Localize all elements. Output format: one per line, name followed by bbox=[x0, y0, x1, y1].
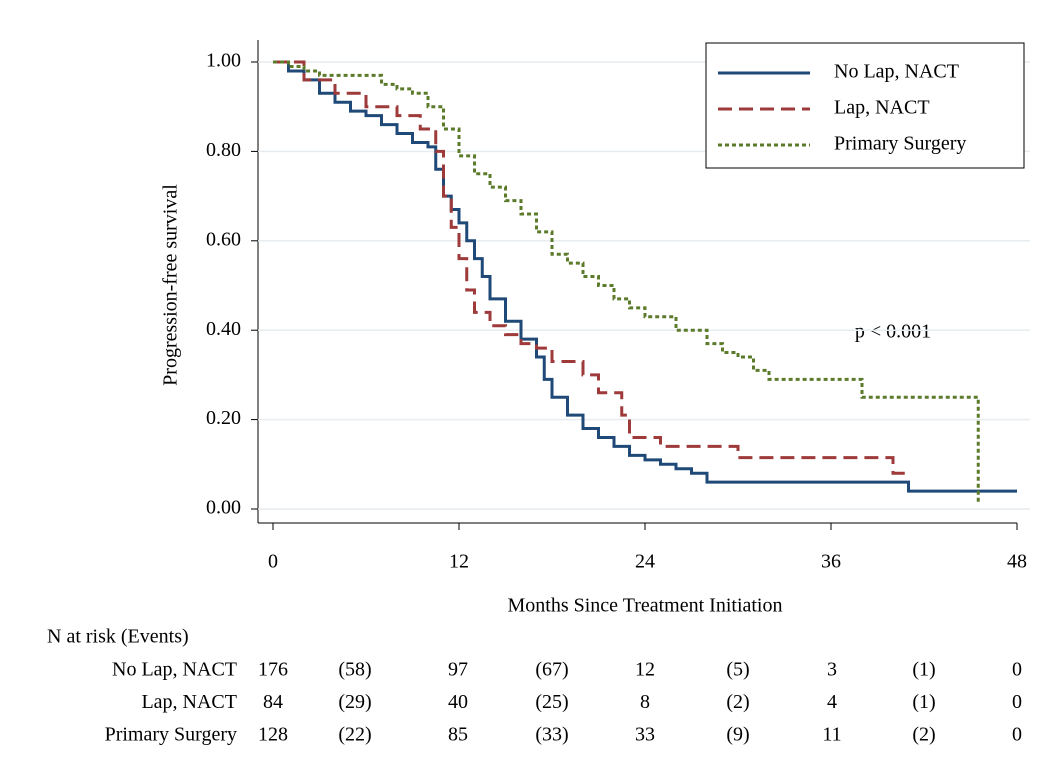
y-tick-label: 0.40 bbox=[206, 318, 241, 340]
risk-cell: 3 bbox=[827, 659, 837, 681]
risk-cell: (22) bbox=[338, 724, 371, 746]
risk-cell: (25) bbox=[535, 691, 568, 713]
y-tick-label: 0.80 bbox=[206, 139, 241, 161]
risk-cell: (33) bbox=[535, 724, 568, 746]
risk-cell: (58) bbox=[338, 659, 371, 681]
x-tick-label: 24 bbox=[635, 551, 655, 573]
risk-cell: (9) bbox=[726, 724, 749, 746]
x-tick-label: 36 bbox=[821, 551, 841, 573]
survival-curve bbox=[273, 60, 1017, 493]
risk-cell: (67) bbox=[535, 659, 568, 681]
y-axis-label: Progression-free survival bbox=[160, 184, 182, 386]
risk-cell: 0 bbox=[1012, 691, 1022, 713]
risk-row-label: No Lap, NACT bbox=[112, 659, 237, 681]
y-tick-label: 0.20 bbox=[206, 407, 241, 429]
risk-cell: 0 bbox=[1012, 659, 1022, 681]
y-tick-label: 0.00 bbox=[206, 497, 241, 519]
risk-cell: (2) bbox=[912, 724, 935, 746]
legend-label: Lap, NACT bbox=[834, 97, 930, 119]
risk-cell: (1) bbox=[912, 659, 935, 681]
risk-row-label: Lap, NACT bbox=[141, 691, 237, 713]
risk-cell: 12 bbox=[635, 659, 655, 681]
risk-cell: 4 bbox=[827, 691, 837, 713]
y-tick-label: 0.60 bbox=[206, 228, 241, 250]
legend-label: No Lap, NACT bbox=[834, 61, 959, 83]
risk-table-title: N at risk (Events) bbox=[47, 626, 189, 648]
risk-cell: (5) bbox=[726, 659, 749, 681]
risk-cell: 33 bbox=[635, 724, 655, 746]
risk-cell: (2) bbox=[726, 691, 749, 713]
legend-label: Primary Surgery bbox=[834, 133, 966, 155]
risk-cell: 11 bbox=[822, 724, 841, 746]
risk-cell: 176 bbox=[258, 659, 288, 681]
risk-cell: 84 bbox=[263, 691, 283, 713]
risk-cell: 0 bbox=[1012, 724, 1022, 746]
x-tick-label: 12 bbox=[449, 551, 469, 573]
risk-cell: 85 bbox=[448, 724, 468, 746]
survival-curve bbox=[273, 60, 909, 475]
x-tick-label: 48 bbox=[1007, 551, 1027, 573]
x-axis-label: Months Since Treatment Initiation bbox=[508, 595, 783, 617]
risk-cell: (1) bbox=[912, 691, 935, 713]
risk-cell: 97 bbox=[448, 659, 468, 681]
annotation: p < 0.001 bbox=[855, 321, 931, 343]
x-tick-label: 0 bbox=[268, 551, 278, 573]
risk-cell: 128 bbox=[258, 724, 288, 746]
risk-cell: 8 bbox=[640, 691, 650, 713]
legend-box bbox=[705, 42, 1025, 169]
risk-cell: (29) bbox=[338, 691, 371, 713]
risk-cell: 40 bbox=[448, 691, 468, 713]
y-tick-label: 1.00 bbox=[206, 50, 241, 72]
survival-curve bbox=[273, 60, 980, 505]
risk-row-label: Primary Surgery bbox=[105, 724, 237, 746]
